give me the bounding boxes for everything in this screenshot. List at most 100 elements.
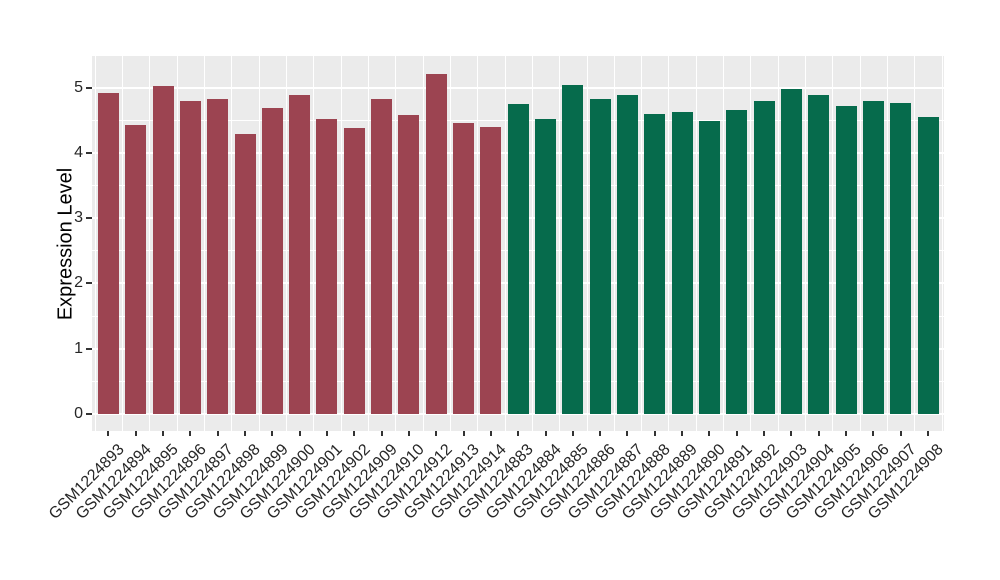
x-tick-mark: [380, 431, 383, 436]
bar-GSM1224896: [179, 101, 201, 414]
bar-GSM1224892: [753, 101, 775, 414]
x-tick-mark: [899, 431, 902, 436]
bar-GSM1224889: [671, 111, 693, 414]
bar-GSM1224899: [261, 108, 283, 414]
bar-GSM1224906: [862, 100, 884, 414]
bar-GSM1224898: [234, 133, 256, 414]
bar-GSM1224908: [917, 116, 939, 414]
bar-GSM1224910: [398, 114, 420, 414]
gridline-vertical: [122, 56, 124, 431]
x-tick-mark: [244, 431, 246, 436]
bar-GSM1224897: [207, 99, 229, 414]
bar-GSM1224907: [890, 102, 912, 414]
y-tick-label: 5: [74, 78, 83, 96]
x-tick-mark: [407, 431, 410, 436]
gridline-vertical: [340, 56, 342, 431]
gridline-vertical: [449, 56, 451, 431]
y-tick-label: 1: [74, 339, 83, 357]
x-tick-mark: [216, 431, 219, 436]
bar-GSM1224905: [835, 106, 857, 414]
gridline-vertical: [204, 56, 206, 431]
bar-GSM1224893: [97, 92, 119, 414]
bar-GSM1224901: [316, 118, 338, 414]
bar-GSM1224890: [698, 121, 720, 414]
gridline-vertical: [832, 56, 834, 431]
bar-GSM1224913: [453, 122, 475, 414]
x-tick-mark: [571, 431, 574, 436]
x-tick-mark: [927, 431, 929, 436]
y-tick-mark: [86, 217, 92, 220]
gridline-vertical: [149, 56, 151, 431]
gridline-vertical: [176, 56, 178, 431]
x-tick-mark: [489, 431, 492, 436]
y-axis-title: Expression Level: [54, 167, 77, 321]
bar-GSM1224885: [562, 84, 584, 414]
x-tick-mark: [325, 431, 328, 436]
x-tick-mark: [517, 431, 520, 436]
gridline-vertical: [887, 56, 889, 431]
gridline-vertical: [805, 56, 807, 431]
x-tick-mark: [298, 431, 301, 436]
gridline-vertical: [285, 56, 287, 431]
gridline-vertical: [94, 56, 96, 431]
bar-GSM1224909: [371, 98, 393, 414]
x-tick-mark: [653, 431, 656, 436]
y-tick-mark: [86, 86, 92, 89]
x-tick-mark: [189, 431, 192, 436]
gridline-vertical: [477, 56, 479, 431]
gridline-vertical: [258, 56, 260, 431]
y-tick-mark: [86, 347, 92, 350]
gridline-vertical: [231, 56, 233, 431]
x-tick-mark: [790, 431, 793, 436]
gridline-vertical: [859, 56, 861, 431]
bar-GSM1224894: [125, 124, 147, 414]
gridline-vertical: [695, 56, 697, 431]
x-tick-mark: [735, 431, 738, 436]
gridline-vertical: [668, 56, 670, 431]
bar-GSM1224886: [589, 99, 611, 414]
x-tick-mark: [681, 431, 684, 436]
x-tick-mark: [817, 431, 820, 436]
x-tick-mark: [845, 431, 848, 436]
gridline-vertical: [559, 56, 561, 431]
gridline-vertical: [395, 56, 397, 431]
gridline-vertical: [641, 56, 643, 431]
gridline-vertical: [367, 56, 369, 431]
bar-GSM1224895: [152, 85, 174, 414]
y-tick-mark: [86, 413, 92, 415]
plot-panel: [92, 56, 944, 431]
x-tick-mark: [599, 431, 602, 436]
gridline-vertical: [531, 56, 533, 431]
x-tick-mark: [107, 431, 110, 436]
bar-GSM1224883: [507, 104, 529, 414]
x-tick-mark: [708, 431, 711, 436]
gridline-vertical: [422, 56, 424, 431]
gridline-vertical: [941, 56, 943, 431]
gridline-vertical: [586, 56, 588, 431]
x-tick-mark: [626, 431, 629, 436]
bar-GSM1224912: [425, 74, 447, 414]
y-tick-mark: [86, 151, 92, 154]
y-tick-label: 4: [74, 143, 83, 161]
bar-GSM1224887: [616, 95, 638, 414]
bar-GSM1224904: [808, 94, 830, 414]
y-tick-label: 3: [74, 209, 83, 227]
gridline-vertical: [750, 56, 752, 431]
bar-GSM1224900: [289, 94, 311, 414]
gridline-vertical: [313, 56, 315, 431]
x-tick-mark: [162, 431, 165, 436]
bar-GSM1224888: [644, 114, 666, 414]
gridline-vertical: [504, 56, 506, 431]
gridline-vertical: [723, 56, 725, 431]
x-tick-mark: [134, 431, 137, 436]
bar-GSM1224902: [343, 127, 365, 414]
bar-GSM1224891: [726, 109, 748, 414]
gridline-vertical: [777, 56, 779, 431]
bar-GSM1224884: [535, 119, 557, 414]
x-tick-mark: [462, 431, 465, 436]
x-tick-mark: [435, 431, 438, 436]
bar-GSM1224914: [480, 127, 502, 414]
y-tick-mark: [86, 282, 92, 285]
y-tick-label: 2: [74, 274, 83, 292]
